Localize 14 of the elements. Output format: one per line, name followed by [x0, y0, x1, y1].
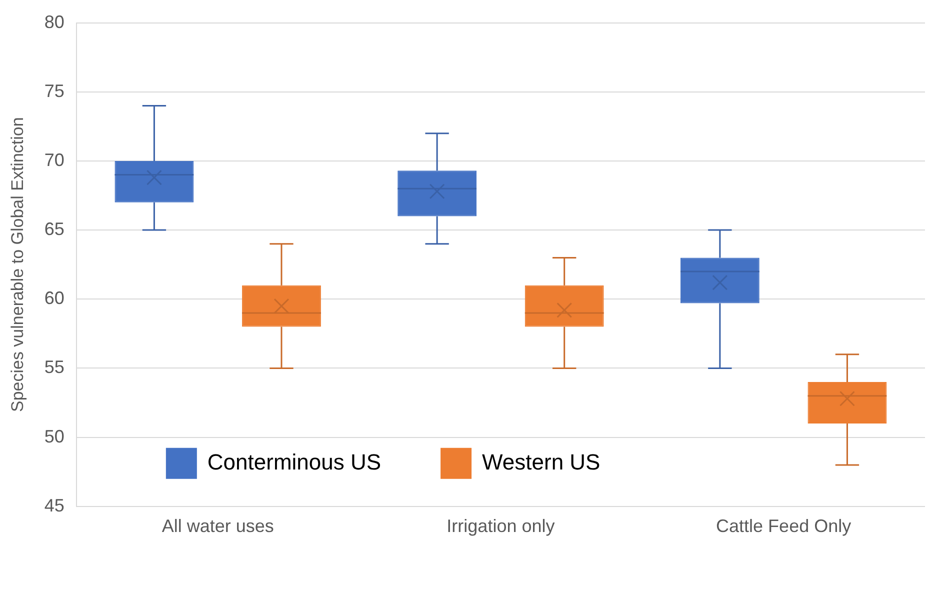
- y-tick-label: 65: [44, 219, 64, 240]
- legend-label: Conterminous US: [207, 449, 382, 474]
- y-tick-label: 45: [44, 495, 64, 516]
- y-tick-label: 55: [44, 357, 64, 378]
- y-tick-label: 60: [44, 288, 64, 308]
- y-tick-label: 75: [44, 80, 64, 101]
- y-axis-title: Species vulnerable to Global Extinction: [8, 117, 27, 412]
- x-tick-label: Irrigation only: [446, 516, 555, 536]
- y-tick-label: 80: [44, 12, 64, 32]
- y-tick-label: 70: [44, 150, 64, 170]
- y-tick-label: 50: [44, 426, 64, 446]
- x-tick-label: All water uses: [162, 516, 274, 536]
- legend-label: Western US: [482, 449, 600, 474]
- x-tick-label: Cattle Feed Only: [716, 516, 852, 536]
